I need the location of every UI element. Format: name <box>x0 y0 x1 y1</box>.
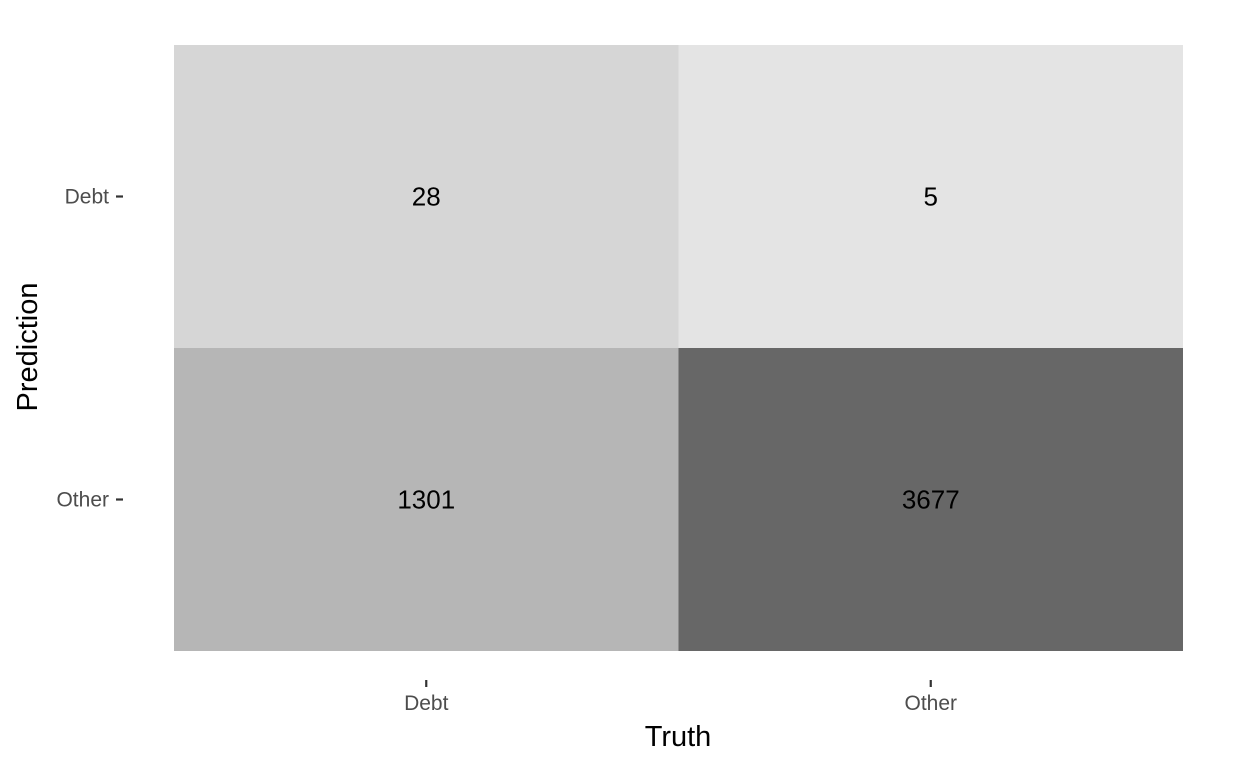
x-axis-title: Truth <box>645 721 712 753</box>
heatmap-cell-debt-other <box>678 45 1183 348</box>
heatmap-cell-other-debt <box>174 348 679 651</box>
heatmap-cells <box>174 45 1183 651</box>
y-tick-label-other: Other <box>56 489 109 512</box>
x-tick-label-other: Other <box>904 692 957 715</box>
x-tick-label-debt: Debt <box>404 692 449 715</box>
y-tick-label-debt: Debt <box>65 186 110 209</box>
cell-value-debt-other: 5 <box>924 182 938 212</box>
y-axis-title: Prediction <box>12 283 44 412</box>
cell-value-labels: 28 5 1301 3677 <box>397 182 959 515</box>
cell-value-other-debt: 1301 <box>397 485 455 515</box>
cell-value-debt-debt: 28 <box>412 182 441 212</box>
heatmap-cell-other-other <box>678 348 1183 651</box>
heatmap-cell-debt-debt <box>174 45 679 348</box>
cell-value-other-other: 3677 <box>902 485 960 515</box>
x-axis: Debt Other <box>404 680 957 715</box>
y-axis: Debt Other <box>56 186 123 512</box>
